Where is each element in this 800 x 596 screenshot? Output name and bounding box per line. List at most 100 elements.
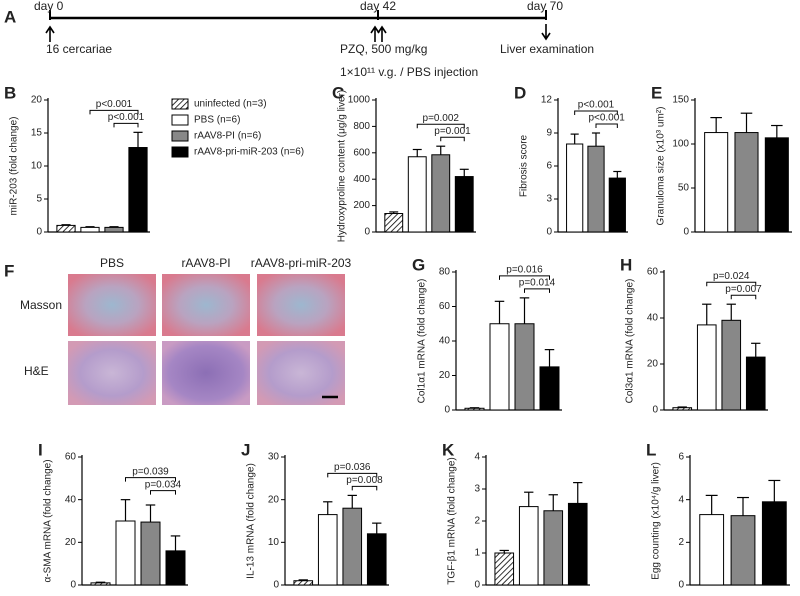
y-axis-label: Hydroxyproline content (μg/g liver) bbox=[337, 90, 348, 243]
p-value: p=0.001 bbox=[434, 126, 471, 137]
significance-bracket bbox=[351, 485, 378, 491]
p-value: p=0.002 bbox=[423, 113, 460, 124]
micrograph bbox=[68, 341, 156, 405]
y-axis-label: TGF-β1 mRNA (fold change) bbox=[447, 457, 458, 584]
y-tick-label: 5 bbox=[36, 194, 42, 205]
y-tick-label: 0 bbox=[652, 405, 658, 416]
p-value: p<0.001 bbox=[588, 113, 625, 124]
panel-label: D bbox=[514, 83, 526, 102]
y-tick-label: 4 bbox=[678, 494, 684, 505]
p-value: p=0.016 bbox=[506, 265, 543, 276]
panel-label: I bbox=[38, 440, 43, 459]
bar bbox=[608, 177, 626, 233]
panel-label: J bbox=[241, 440, 250, 459]
panel-label: K bbox=[442, 440, 455, 459]
significance-bracket bbox=[150, 490, 176, 495]
significance-bracket bbox=[706, 281, 757, 287]
y-tick-label: 20 bbox=[439, 370, 451, 381]
y-axis-label: Col1α1 mRNA (fold change) bbox=[417, 279, 428, 404]
y-tick-label: 2 bbox=[474, 516, 480, 527]
arrow bbox=[541, 24, 551, 41]
significance-bracket bbox=[499, 275, 550, 280]
y-tick-label: 1000 bbox=[348, 95, 371, 106]
y-tick-label: 400 bbox=[353, 174, 370, 185]
bar bbox=[128, 147, 148, 233]
significance-bracket bbox=[113, 122, 139, 128]
y-axis-label: Fibrosis score bbox=[519, 134, 530, 197]
significance-bracket bbox=[524, 288, 550, 293]
column-label: PBS bbox=[100, 256, 124, 270]
y-tick-label: 40 bbox=[65, 494, 77, 505]
bar bbox=[342, 507, 363, 586]
y-tick-label: 4 bbox=[474, 452, 480, 463]
bar bbox=[518, 506, 539, 586]
y-axis-label: Granuloma size (x10³ um²) bbox=[656, 107, 667, 226]
legend-swatch bbox=[171, 130, 189, 142]
bar bbox=[587, 145, 605, 233]
y-tick-label: 0 bbox=[36, 227, 42, 238]
bar bbox=[704, 132, 729, 233]
p-value: p<0.001 bbox=[96, 99, 133, 110]
p-value: p=0.014 bbox=[519, 278, 556, 289]
y-tick-label: 80 bbox=[439, 267, 451, 278]
micrograph bbox=[68, 274, 156, 336]
bar bbox=[384, 213, 404, 233]
day-label: day 70 bbox=[527, 0, 563, 13]
panel-label: F bbox=[4, 261, 14, 280]
timeline-note: PZQ, 500 mg/kg bbox=[340, 42, 427, 56]
y-tick-label: 0 bbox=[678, 580, 684, 591]
y-tick-label: 10 bbox=[268, 537, 280, 548]
y-tick-label: 0 bbox=[273, 580, 279, 591]
panel-label: C bbox=[332, 83, 344, 102]
bar bbox=[566, 143, 584, 233]
y-tick-label: 60 bbox=[439, 301, 451, 312]
y-tick-label: 9 bbox=[546, 128, 552, 139]
y-tick-label: 0 bbox=[444, 405, 450, 416]
row-label: H&E bbox=[24, 364, 49, 378]
y-tick-label: 10 bbox=[31, 161, 43, 172]
bar bbox=[721, 319, 742, 411]
bar bbox=[90, 582, 111, 586]
y-tick-label: 6 bbox=[678, 452, 684, 463]
y-axis-label: miR-203 (fold change) bbox=[9, 117, 20, 216]
bar bbox=[734, 132, 759, 233]
y-tick-label: 40 bbox=[439, 336, 451, 347]
y-tick-label: 1 bbox=[474, 548, 480, 559]
bar bbox=[699, 514, 725, 586]
bar bbox=[489, 323, 510, 411]
y-tick-label: 50 bbox=[678, 183, 690, 194]
y-tick-label: 15 bbox=[31, 128, 43, 139]
y-axis-label: α-SMA mRNA (fold change) bbox=[43, 459, 54, 582]
y-tick-label: 600 bbox=[353, 147, 370, 158]
panel-label: A bbox=[4, 7, 16, 26]
bar bbox=[366, 533, 387, 586]
bar bbox=[761, 501, 787, 586]
p-value: p<0.001 bbox=[108, 112, 145, 123]
significance-bracket bbox=[125, 477, 176, 482]
significance-bracket bbox=[327, 472, 378, 478]
column-label: rAAV8-PI bbox=[181, 256, 230, 270]
bar bbox=[730, 515, 756, 586]
bar bbox=[464, 407, 485, 411]
legend-label: rAAV8-PI (n=6) bbox=[194, 131, 261, 142]
panel-label: G bbox=[412, 255, 425, 274]
y-tick-label: 200 bbox=[353, 200, 370, 211]
panel-label: H bbox=[620, 255, 632, 274]
y-tick-label: 0 bbox=[683, 227, 689, 238]
column-label: rAAV8-pri-miR-203 bbox=[251, 256, 352, 270]
y-tick-label: 20 bbox=[647, 359, 659, 370]
timeline-note: 1×10¹¹ v.g. / PBS injection bbox=[340, 65, 478, 79]
p-value: p=0.039 bbox=[132, 466, 169, 477]
significance-bracket bbox=[416, 123, 465, 129]
panel-label: E bbox=[651, 83, 662, 102]
y-axis-label: Egg counting (x10⁴/g liver) bbox=[651, 462, 662, 580]
bar bbox=[514, 323, 535, 411]
significance-bracket bbox=[730, 294, 757, 300]
legend-swatch bbox=[171, 114, 189, 126]
timeline: A day 0 day 42 day 70 16 cercariae PZQ, … bbox=[4, 0, 594, 79]
legend-label: uninfected (n=3) bbox=[194, 99, 267, 110]
y-tick-label: 12 bbox=[541, 95, 553, 106]
p-value: p=0.008 bbox=[346, 475, 383, 486]
p-value: p=0.024 bbox=[713, 271, 750, 282]
